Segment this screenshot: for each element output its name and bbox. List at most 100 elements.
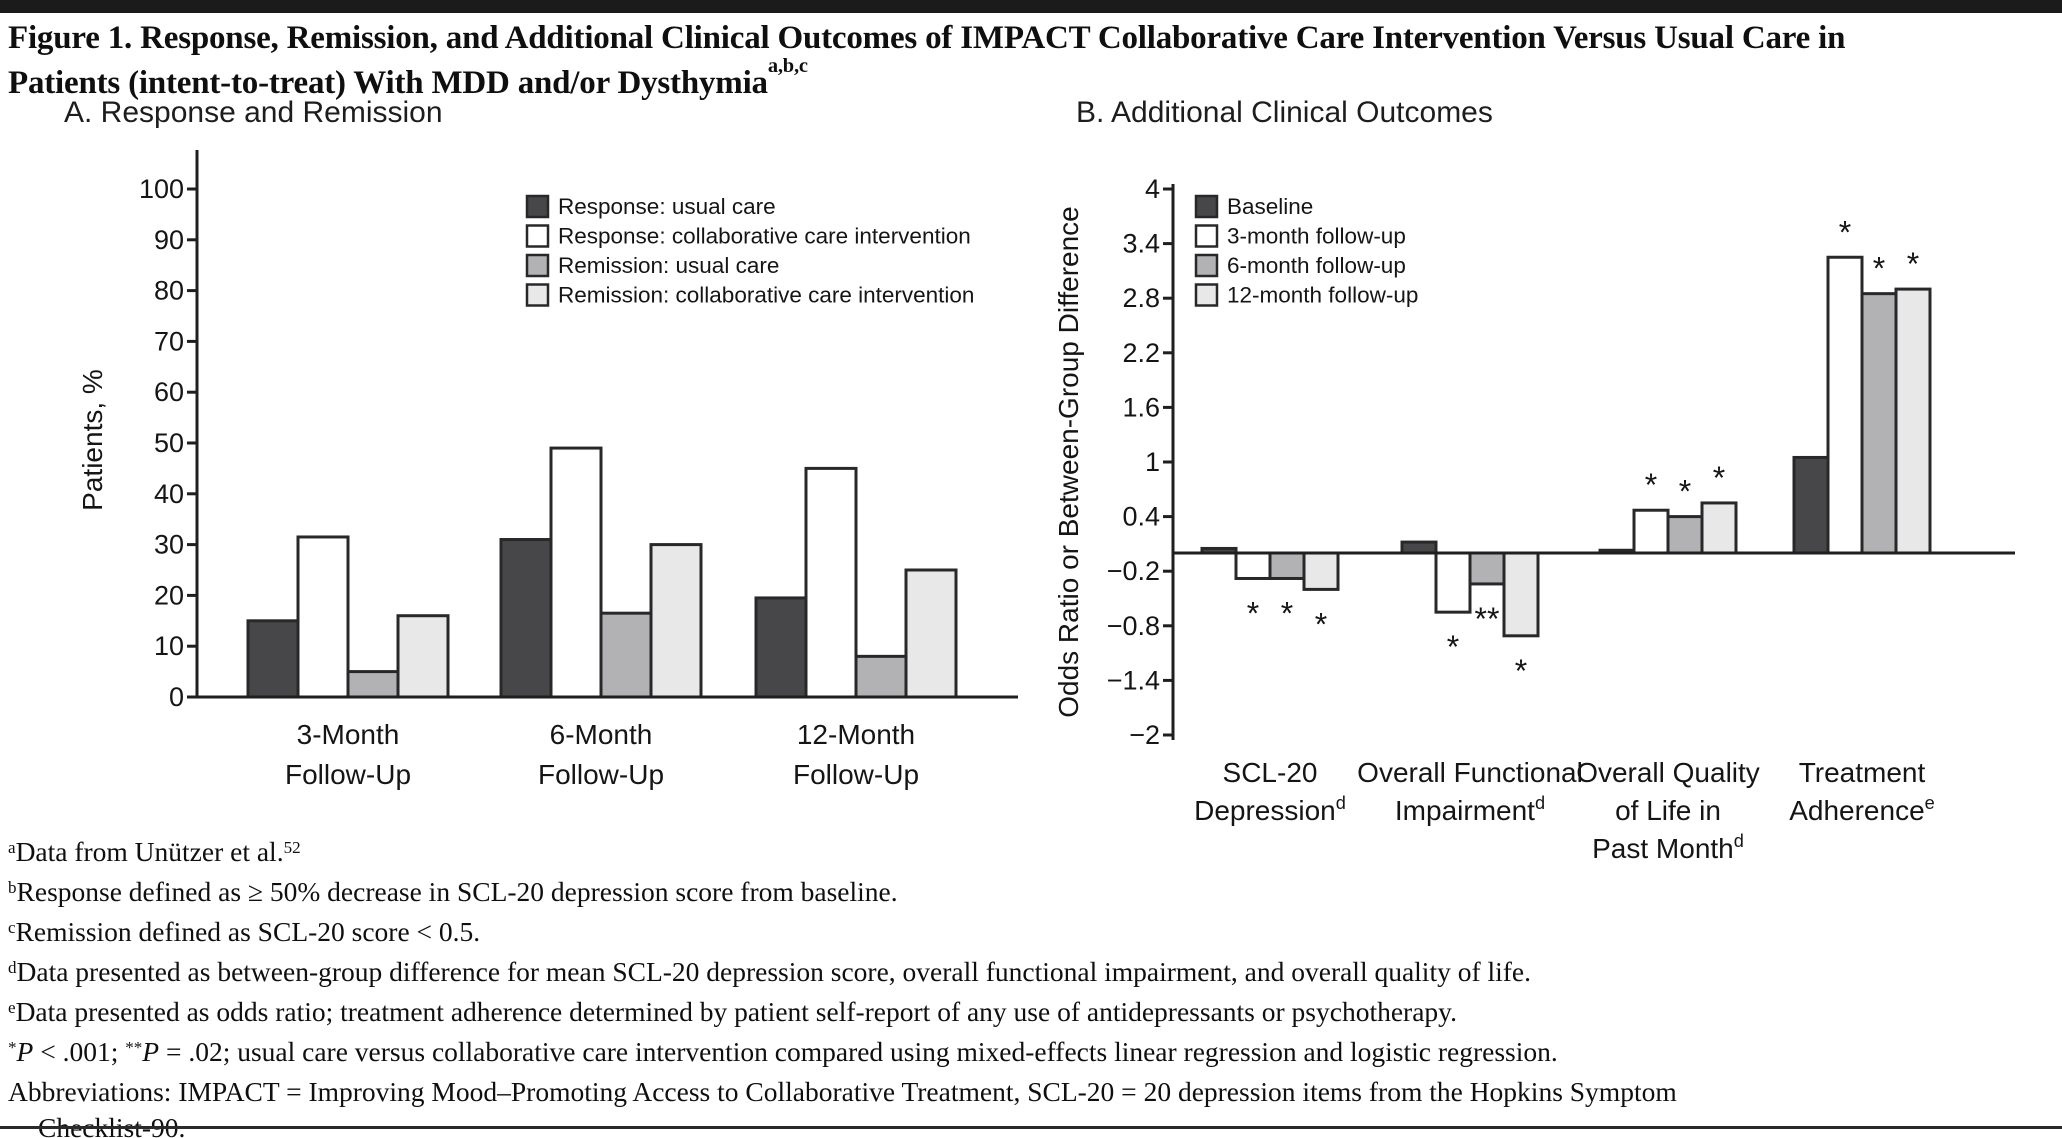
footnote-line: aData from Unützer et al.52 [8, 834, 2048, 874]
legend-label: 6-month follow-up [1227, 253, 1406, 278]
bar [1860, 292, 1898, 555]
bar [1894, 287, 1932, 555]
bar [1826, 255, 1864, 555]
category-label: Impairmentd [1395, 793, 1545, 826]
bar [804, 466, 858, 699]
footnote-line: *P < .001; **P = .02; usual care versus … [8, 1034, 2048, 1074]
bar [1234, 551, 1272, 580]
category-label: Overall Quality [1576, 757, 1760, 788]
category-label: 3-Month [297, 719, 400, 750]
footnote-italic: P [16, 1036, 34, 1067]
legend-swatch [1194, 194, 1219, 219]
bar [1632, 508, 1670, 555]
legend-label: 12-month follow-up [1227, 283, 1418, 308]
y-tick-label: 100 [139, 174, 184, 204]
significance-marker: * [1515, 653, 1527, 689]
bar [1400, 540, 1438, 555]
footnote-superscript: 52 [283, 838, 301, 858]
y-tick-label: −1.4 [1107, 665, 1160, 695]
category-label: Overall Functional [1357, 757, 1583, 788]
legend-label: Baseline [1227, 194, 1313, 219]
footnote-superscript: c [8, 918, 16, 938]
y-tick-label: −0.8 [1107, 611, 1160, 641]
footnote-text: Data presented as odds ratio; treatment … [15, 996, 1457, 1027]
bar [1666, 515, 1704, 555]
y-tick-label: 80 [154, 276, 184, 306]
legend-swatch [525, 194, 550, 219]
y-tick-label: 2.8 [1122, 283, 1160, 313]
footnote-text: Remission defined as SCL-20 score < 0.5. [15, 916, 481, 947]
y-tick-label: 1.6 [1122, 392, 1160, 422]
bar [1700, 501, 1738, 555]
category-label: Depressiond [1194, 793, 1346, 826]
y-tick-label: 1 [1145, 447, 1160, 477]
figure-title-superscript: a,b,c [767, 54, 808, 77]
footnote-text: Abbreviations: IMPACT = Improving Mood–P… [8, 1076, 1677, 1107]
y-tick-label: 2.2 [1122, 338, 1160, 368]
bottom-rule [0, 1126, 2062, 1129]
bar [1434, 551, 1472, 614]
y-tick-label: 20 [154, 580, 184, 610]
significance-marker: * [1645, 467, 1657, 503]
bar [296, 535, 350, 699]
legend-label: Response: collaborative care interventio… [558, 224, 971, 249]
footnote-italic: P [142, 1036, 160, 1067]
legend-label: Remission: collaborative care interventi… [558, 283, 974, 308]
bar [754, 596, 808, 699]
bar [599, 611, 653, 699]
category-label: of Life in [1615, 795, 1721, 826]
bar [1502, 551, 1540, 638]
bar [649, 543, 703, 699]
footnote-line: Abbreviations: IMPACT = Improving Mood–P… [8, 1074, 2048, 1110]
y-tick-label: −0.2 [1107, 556, 1160, 586]
y-tick-label: 3.4 [1122, 229, 1160, 259]
bar [499, 538, 553, 699]
footnote-superscript: a [8, 838, 16, 858]
legend-swatch [525, 224, 550, 248]
footnote-text: Data from Unützer et al. [15, 836, 284, 867]
bar [549, 446, 603, 699]
category-label: 12-Month [797, 719, 915, 750]
significance-marker: * [1447, 629, 1459, 665]
bar [246, 619, 300, 699]
category-label: Treatment [1799, 757, 1926, 788]
footnote-text: Checklist-90. [38, 1112, 186, 1138]
panel-a-title: A. Response and Remission [64, 96, 443, 129]
y-axis-label: Odds Ratio or Between-Group Difference [1053, 206, 1084, 718]
significance-marker: * [1713, 460, 1725, 496]
y-tick-label: 0.4 [1122, 502, 1160, 532]
bar [904, 568, 958, 699]
footnote-superscript: e [8, 998, 16, 1018]
legend-label: 3-month follow-up [1227, 224, 1406, 249]
significance-marker: * [1679, 474, 1691, 510]
category-label: Follow-Up [285, 759, 411, 790]
legend-swatch [525, 253, 550, 278]
footnote-superscript: ** [125, 1038, 143, 1058]
category-label: SCL-20 [1223, 757, 1318, 788]
footnote-text: < .001; [33, 1036, 126, 1067]
footnote-text: = .02; usual care versus collaborative c… [159, 1036, 1558, 1067]
bar [1792, 455, 1830, 555]
footnote-line: cRemission defined as SCL-20 score < 0.5… [8, 914, 2048, 954]
significance-marker: ** [1475, 601, 1500, 637]
footnote-text: Response defined as ≥ 50% decrease in SC… [16, 876, 898, 907]
category-label: Past Monthd [1592, 831, 1744, 864]
category-label: 6-Month [550, 719, 653, 750]
figure-title-line2: Patients (intent-to-treat) With MDD and/… [8, 54, 808, 101]
category-label: Adherencee [1789, 793, 1935, 826]
significance-marker: * [1247, 595, 1259, 631]
bar [346, 670, 400, 699]
y-tick-label: 4 [1145, 174, 1160, 204]
panel-b-title: B. Additional Clinical Outcomes [1076, 96, 1493, 129]
footnote-line: Checklist-90. [8, 1110, 2048, 1138]
footnote-line: bResponse defined as ≥ 50% decrease in S… [8, 874, 2048, 914]
bar [854, 654, 908, 699]
legend-swatch [1194, 253, 1219, 278]
y-tick-label: 60 [154, 377, 184, 407]
significance-marker: * [1907, 246, 1919, 282]
category-label: Follow-Up [793, 759, 919, 790]
significance-marker: * [1839, 214, 1851, 250]
footnote-line: eData presented as odds ratio; treatment… [8, 994, 2048, 1034]
